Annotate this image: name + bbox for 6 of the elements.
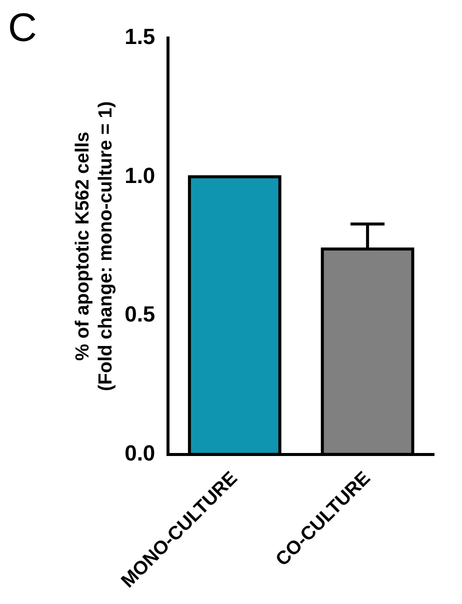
y-tick-label: 0.5: [124, 302, 156, 327]
y-tick-label: 1.5: [124, 24, 156, 50]
y-tick-label: 1.0: [124, 162, 156, 188]
y-tick-label: 0.0: [124, 440, 156, 466]
y-axis-title: % of apoptotic K562 cells (Fold change: mono-culture = 1): [72, 101, 116, 392]
text: C: [8, 6, 37, 50]
